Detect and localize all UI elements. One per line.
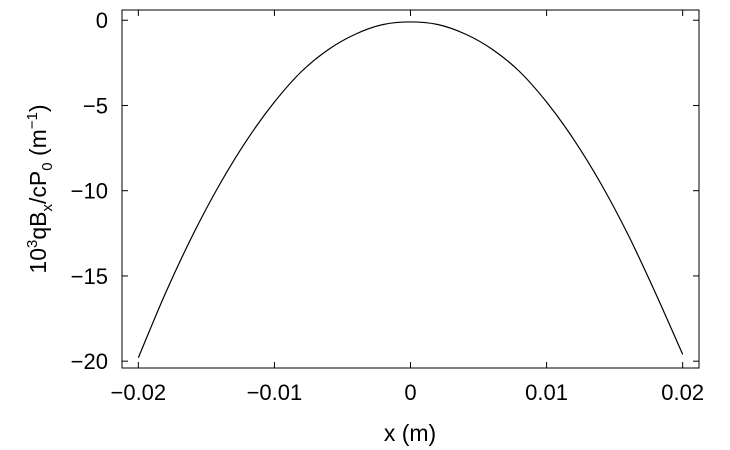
y-tick-label: 0 [96,8,108,33]
y-axis-title-subscript-0: 0 [39,162,56,170]
y-axis-title-superscript: 3 [24,240,41,248]
y-axis-title-cp: /cP [25,171,51,204]
y-tick-label: −15 [71,264,108,289]
x-axis-title: x (m) [384,420,436,446]
x-tick-label: −0.02 [110,380,166,405]
series-layer [137,21,684,359]
y-axis-ticks: 0 −5 −10 −15 −20 [71,8,699,374]
y-axis-title-close: ) [25,104,51,112]
series-line [137,21,684,359]
x-tick-label: 0 [404,380,416,405]
y-axis-title: 103qBx/cP0 (m−1) [24,104,56,273]
y-axis-title-unit: (m [25,129,51,162]
plot-frame [121,9,700,369]
x-tick-label: 0.02 [661,380,704,405]
x-tick-label: −0.01 [247,380,303,405]
x-tick-label: 0.01 [525,380,568,405]
y-tick-label: −10 [71,179,108,204]
y-axis-title-unit-exponent: −1 [24,112,41,129]
y-tick-label: −20 [71,349,108,374]
x-axis-ticks: −0.02 −0.01 0 0.01 0.02 [110,10,704,405]
y-axis-title-qb: qB [25,212,51,240]
y-axis-title-subscript-x: x [39,204,56,212]
y-axis-title-base: 10 [25,248,51,274]
y-tick-label: −5 [83,93,108,118]
